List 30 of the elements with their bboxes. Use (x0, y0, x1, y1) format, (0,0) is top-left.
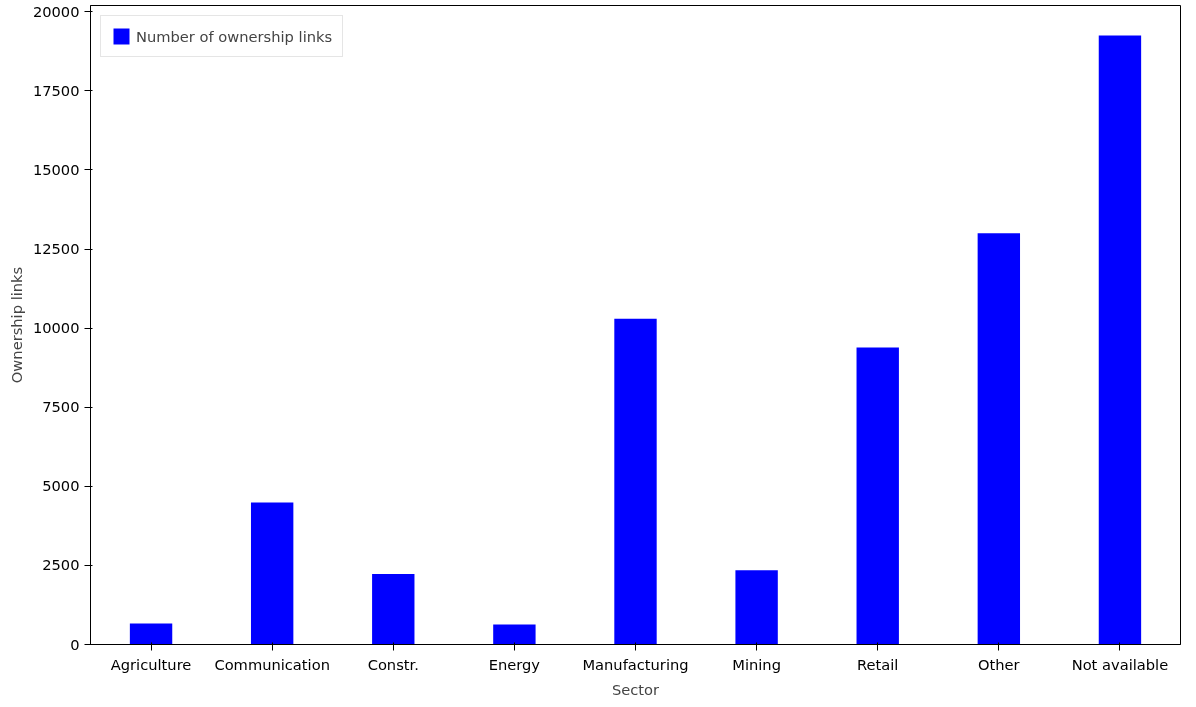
y-tick-label: 20000 (32, 2, 80, 20)
bar (1098, 35, 1142, 645)
x-axis-title: Sector (611, 680, 661, 698)
bar (250, 502, 294, 645)
bar (977, 233, 1021, 645)
y-tick-label: 12500 (32, 240, 80, 258)
x-tick-label: Communication (214, 655, 330, 673)
x-tick-label: Retail (857, 655, 899, 673)
bar (856, 347, 899, 645)
y-tick-label: 17500 (32, 81, 80, 99)
bar (493, 624, 536, 645)
bar (614, 318, 657, 645)
x-tick-label: Mining (732, 655, 781, 673)
y-tick-label: 0 (70, 635, 80, 653)
legend-label: Number of ownership links (136, 27, 333, 45)
bar (735, 570, 778, 645)
y-tick-label: 2500 (42, 556, 80, 574)
bar (129, 623, 173, 645)
x-tick-label: Constr. (367, 655, 419, 673)
x-tick-label: Other (978, 655, 1021, 673)
y-tick-label: 5000 (42, 477, 80, 495)
x-tick-label: Energy (488, 655, 541, 673)
y-tick-label: 10000 (32, 319, 80, 337)
x-tick-label: Not available (1071, 655, 1169, 673)
bar (372, 573, 415, 645)
x-tick-label: Agriculture (110, 655, 192, 673)
y-tick-label: 15000 (32, 161, 80, 178)
y-tick-label: 7500 (42, 398, 80, 416)
x-tick-label: Manufacturing (582, 655, 689, 673)
y-axis-title: Ownership links (7, 266, 25, 384)
